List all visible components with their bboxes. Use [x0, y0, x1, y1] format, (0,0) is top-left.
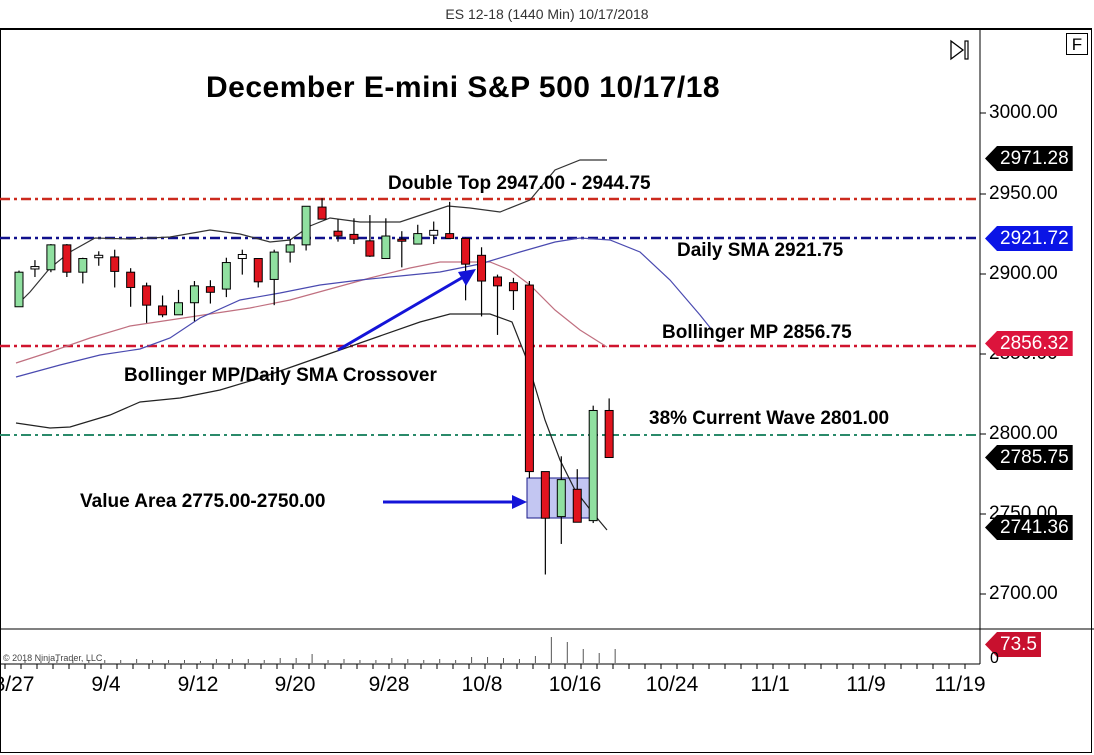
value-area-annotation: Value Area 2775.00-2750.00	[80, 491, 326, 512]
candle	[237, 249, 247, 275]
candle	[174, 289, 183, 316]
candle	[94, 251, 104, 266]
bollinger-middle-band	[15, 261, 608, 364]
window-title: ES 12-18 (1440 Min) 10/17/2018	[445, 6, 649, 22]
y-label-2800: 2800.00	[989, 423, 1058, 444]
volume-bars	[24, 637, 616, 663]
candle	[333, 219, 343, 242]
candle	[30, 260, 40, 278]
candle	[365, 215, 375, 257]
x-label-10-16: 10/16	[548, 673, 602, 696]
value-area-arrow-head-icon	[512, 495, 527, 509]
candle	[205, 280, 215, 304]
candlestick-series	[14, 198, 614, 575]
candle	[301, 205, 311, 251]
x-label-11-1: 11/1	[750, 673, 790, 696]
candle	[524, 281, 534, 479]
y-label-2900: 2900.00	[989, 263, 1058, 284]
crossover-arrow-shaft	[337, 274, 466, 352]
candle	[461, 237, 471, 301]
x-label-9-12: 9/12	[177, 673, 219, 696]
candle	[588, 405, 598, 524]
candle	[189, 281, 199, 322]
candle	[253, 258, 263, 288]
double-top-annotation: Double Top 2947.00 - 2944.75	[388, 173, 651, 194]
volume-axis-zero: 0	[990, 650, 999, 667]
daily-sma-curve	[15, 237, 713, 378]
x-label-10-8: 10/8	[461, 673, 503, 696]
candle	[397, 231, 407, 268]
candle	[413, 224, 423, 245]
candle	[381, 218, 391, 260]
candle	[493, 274, 502, 335]
volume-value-tag: 73.5	[985, 632, 1041, 657]
candle	[540, 471, 550, 575]
candle	[110, 249, 120, 288]
scroll-to-end-icon[interactable]	[948, 38, 972, 62]
candle	[285, 239, 295, 263]
candle	[349, 218, 359, 245]
x-label-11-9: 11/9	[846, 673, 886, 696]
x-label-9-4: 9/4	[91, 673, 121, 696]
f-button[interactable]: F	[1066, 33, 1088, 55]
chart-frame	[0, 28, 1092, 753]
candle	[477, 247, 487, 317]
daily-sma-annotation: Daily SMA 2921.75	[677, 240, 844, 261]
candle	[317, 198, 327, 220]
y-axis-ticks	[980, 112, 986, 595]
candle	[221, 257, 231, 298]
candle	[126, 268, 136, 307]
wave-annotation: 38% Current Wave 2801.00	[649, 408, 890, 429]
candle	[604, 398, 614, 459]
x-label-9-20: 9/20	[274, 673, 316, 696]
copyright-text: © 2018 NinjaTrader, LLC	[3, 653, 103, 663]
candle	[556, 456, 566, 544]
candle	[445, 201, 455, 239]
candle	[14, 270, 24, 308]
candle	[429, 221, 439, 245]
sma-price-tag: 2921.72	[985, 226, 1073, 251]
x-label-9-28: 9/28	[368, 673, 410, 696]
candle	[142, 282, 152, 323]
candle	[508, 277, 518, 310]
candle	[46, 244, 56, 273]
upper-band-price-tag: 2971.28	[985, 146, 1073, 171]
lower-band-price-tag: 2741.36	[985, 515, 1073, 540]
candle	[78, 257, 88, 284]
x-axis-ticks	[4, 664, 966, 669]
y-label-2950: 2950.00	[989, 183, 1058, 204]
y-label-2700: 2700.00	[989, 583, 1058, 604]
x-label-10-24: 10/24	[645, 673, 699, 696]
bollinger-mp-price-tag: 2856.32	[985, 331, 1073, 356]
y-label-3000: 3000.00	[989, 102, 1058, 123]
crossover-annotation: Bollinger MP/Daily SMA Crossover	[124, 365, 437, 386]
last-price-tag: 2785.75	[985, 445, 1073, 470]
x-label-8-27: 8/27	[0, 673, 35, 696]
x-label-11-19: 11/19	[934, 673, 986, 696]
candle	[269, 249, 279, 306]
chart-title: December E-mini S&P 500 10/17/18	[206, 71, 721, 104]
crossover-arrow-head-icon	[458, 269, 476, 286]
candle	[158, 295, 168, 318]
bollinger-mp-annotation: Bollinger MP 2856.75	[662, 322, 852, 343]
candle	[572, 469, 582, 523]
bollinger-lower-band	[15, 313, 608, 531]
candle	[62, 244, 72, 278]
